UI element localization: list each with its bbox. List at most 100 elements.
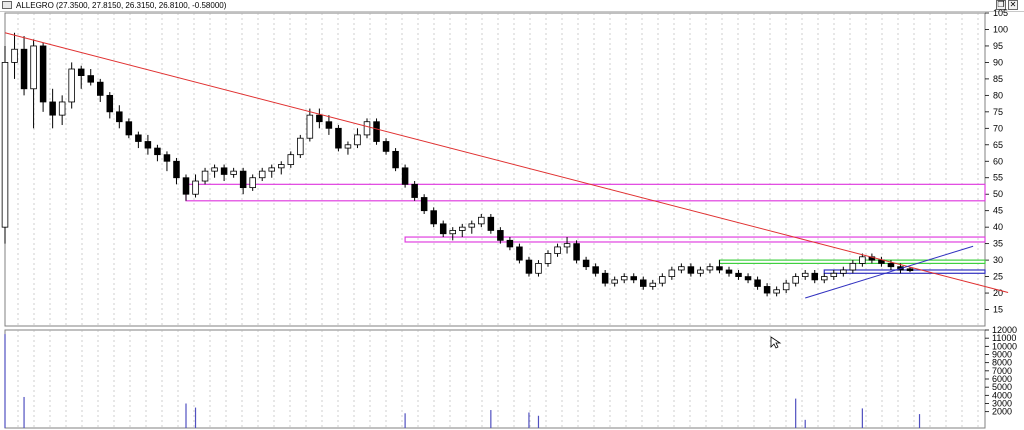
candle-body	[601, 272, 609, 284]
price-tick-label: 40	[993, 222, 1003, 232]
chart-window-icon[interactable]	[2, 1, 12, 9]
candle-body	[830, 272, 838, 277]
volume-tick-label: 11000	[992, 333, 1016, 343]
candle-body	[630, 276, 637, 281]
candle-body	[325, 121, 333, 129]
volume-tick-label: 5000	[992, 382, 1012, 392]
candle-body	[620, 276, 628, 281]
candle-body	[363, 121, 371, 136]
candle-body	[173, 160, 180, 179]
candle-body	[392, 150, 399, 169]
candle-body	[58, 101, 66, 116]
candle-body	[373, 121, 380, 142]
candle-body	[573, 243, 580, 261]
volume-tick-label: 6000	[992, 374, 1012, 384]
window-titlebar: ALLEGRO (27.3500, 27.8150, 26.3150, 26.8…	[0, 0, 1024, 12]
candle-body	[125, 121, 133, 136]
candle-body	[306, 114, 314, 139]
price-tick-label: 95	[993, 41, 1003, 51]
support-line	[805, 245, 974, 299]
candle-body	[773, 289, 780, 294]
candle-body	[697, 269, 704, 274]
candle-body	[487, 216, 495, 231]
candle-body	[506, 239, 514, 248]
candle-body	[201, 170, 209, 182]
price-tick-label: 60	[993, 156, 1003, 166]
candle-body	[49, 101, 56, 116]
candle-body	[801, 272, 809, 277]
volume-tick-label: 12000	[992, 325, 1017, 335]
volume-tick-label: 3000	[992, 399, 1012, 409]
price-tick-label: 80	[993, 90, 1003, 100]
price-panel-frame	[4, 12, 986, 327]
candle-body	[163, 154, 171, 162]
candle-body	[144, 141, 152, 149]
candle-body	[544, 253, 552, 264]
candle-body	[411, 183, 418, 198]
candle-body	[439, 223, 447, 235]
candle-body	[382, 141, 390, 152]
price-tick-label: 100	[993, 24, 1008, 34]
candle-body	[154, 147, 161, 156]
candle-body	[535, 262, 542, 274]
price-tick-label: 70	[993, 123, 1003, 133]
volume-panel-frame	[4, 329, 986, 429]
candle-body	[735, 272, 742, 277]
candle-body	[859, 256, 866, 264]
zone-rectangle	[404, 236, 986, 243]
candle-body	[906, 268, 914, 272]
volume-tick-label: 2000	[992, 407, 1012, 417]
window-title: ALLEGRO (27.3500, 27.8150, 26.3150, 26.8…	[16, 1, 227, 10]
restore-button[interactable]: ❐	[996, 0, 1006, 10]
candle-body	[20, 48, 28, 90]
candle-body	[706, 266, 714, 271]
candle-body	[449, 230, 456, 235]
candle-body	[135, 134, 142, 142]
volume-tick-label: 4000	[992, 390, 1012, 400]
candle-body	[792, 276, 799, 284]
candle-body	[516, 246, 523, 261]
zone-rectangle	[823, 269, 986, 274]
candle-body	[821, 276, 828, 281]
candle-body	[420, 197, 428, 212]
candle-body	[1, 62, 9, 228]
price-tick-label: 25	[993, 272, 1003, 282]
candle-body	[230, 170, 237, 175]
close-button[interactable]: ✕	[1008, 0, 1018, 10]
candle-body	[249, 177, 256, 189]
candle-body	[754, 279, 761, 287]
candle-body	[668, 269, 676, 277]
candle-body	[659, 276, 666, 284]
downtrend-line	[4, 32, 1009, 293]
price-panel[interactable]: 15 20 25 30 35 40 45 50 55 60 65 70 75 80 85 90 95 100 105	[1, 8, 1009, 327]
candle-body	[649, 282, 657, 287]
candle-body	[744, 276, 752, 281]
candle-body	[287, 154, 295, 165]
candle-body	[563, 243, 571, 248]
price-tick-label: 75	[993, 107, 1003, 117]
price-tick-label: 65	[993, 140, 1003, 150]
price-tick-label: 50	[993, 189, 1003, 199]
volume-tick-label: 10000	[992, 341, 1017, 351]
price-tick-label: 105	[993, 8, 1008, 18]
price-tick-label: 45	[993, 206, 1003, 216]
candle-body	[497, 230, 504, 241]
candle-body	[459, 226, 466, 231]
candle-body	[258, 170, 266, 179]
candle-body	[297, 137, 304, 156]
candle-body	[30, 45, 37, 90]
candle-body	[611, 279, 618, 284]
candle-body	[11, 48, 18, 63]
candle-body	[887, 262, 895, 268]
volume-tick-label: 9000	[992, 350, 1012, 360]
candle-body	[97, 81, 104, 96]
candle-body	[192, 180, 199, 195]
volume-panel[interactable]: 2000300040005000600070008000900010000110…	[4, 325, 1017, 429]
candle-body	[525, 259, 533, 274]
candle-body	[849, 262, 857, 271]
price-tick-label: 55	[993, 173, 1003, 183]
candle-body	[554, 246, 561, 254]
price-tick-label: 35	[993, 239, 1003, 249]
candle-body	[87, 75, 94, 83]
